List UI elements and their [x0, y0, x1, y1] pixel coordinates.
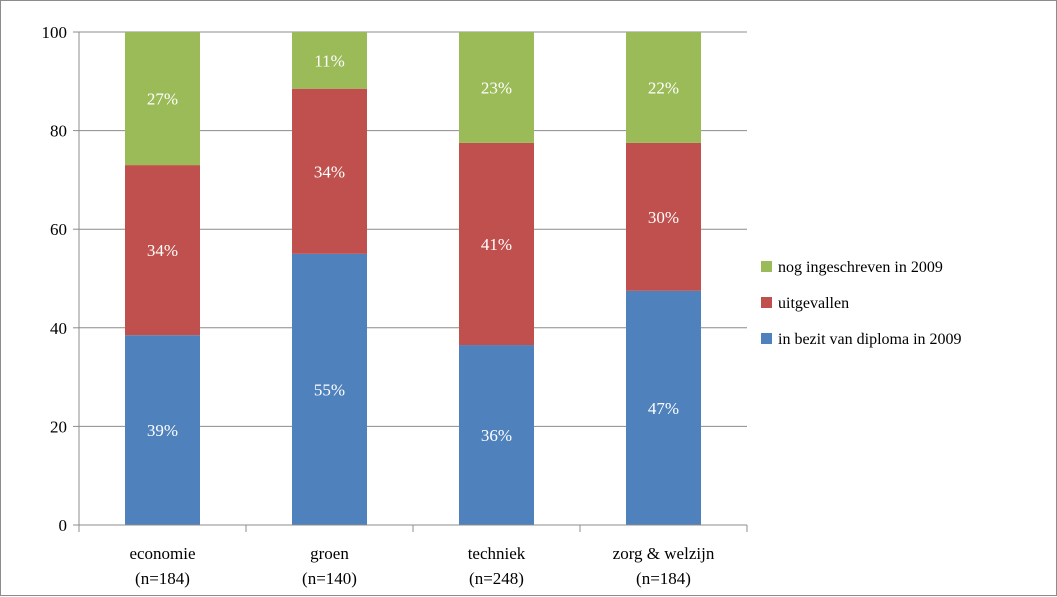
data-label: 11%	[314, 51, 345, 70]
data-label: 22%	[648, 78, 679, 97]
bar-segment	[626, 142, 701, 291]
data-label: 23%	[481, 78, 512, 97]
bar-segment	[292, 253, 367, 525]
data-label: 36%	[481, 426, 512, 445]
data-label: 41%	[481, 235, 512, 254]
x-category-labels: economie (n=184) groen (n=140) techniek (n=24…	[129, 544, 714, 588]
legend-swatch	[761, 333, 772, 344]
bar-segment	[459, 142, 534, 346]
x-category-label: (n=184)	[636, 569, 691, 588]
bar-segment	[125, 335, 200, 525]
bar-segment	[626, 32, 701, 143]
x-category-label: (n=140)	[302, 569, 357, 588]
legend-label: nog ingeschreven in 2009	[778, 259, 943, 276]
x-category-label: groen	[310, 544, 349, 563]
data-label: 27%	[147, 90, 178, 109]
y-tick-label: 100	[42, 23, 68, 42]
legend-label: uitgevallen	[778, 295, 849, 312]
data-label: 34%	[314, 162, 345, 181]
data-label: 34%	[147, 241, 178, 260]
bar-segment	[125, 32, 200, 166]
y-tick-labels: 0 20 40 60 80 100	[42, 23, 68, 535]
y-tick-label: 60	[50, 220, 67, 239]
data-label: 47%	[648, 399, 679, 418]
legend-swatch	[761, 261, 772, 272]
bar-segment	[125, 165, 200, 336]
y-tick-label: 0	[59, 516, 68, 535]
data-label: 55%	[314, 380, 345, 399]
x-category-label: (n=184)	[135, 569, 190, 588]
bar-segment	[626, 290, 701, 525]
x-category-label: economie	[129, 544, 195, 563]
bar-segment	[292, 88, 367, 254]
x-category-label: zorg & welzijn	[613, 544, 715, 563]
bars: 39% 34% 27% 55% 34% 11% 36% 41% 23% 47% 30% 22%	[125, 32, 701, 525]
y-tick-label: 20	[50, 417, 67, 436]
legend: nog ingeschreven in 2009 uitgevallen in be…	[761, 259, 962, 348]
data-label: 30%	[648, 208, 679, 227]
bar-segment	[459, 345, 534, 525]
y-tick-label: 80	[50, 122, 67, 141]
bar-segment	[292, 32, 367, 89]
x-category-label: (n=248)	[469, 569, 524, 588]
legend-swatch	[761, 297, 772, 308]
data-label: 39%	[147, 421, 178, 440]
bar-segment	[459, 32, 534, 143]
y-tick-label: 40	[50, 319, 67, 338]
x-category-label: techniek	[468, 544, 526, 563]
axes	[73, 31, 748, 532]
legend-label: in bezit van diploma in 2009	[778, 331, 962, 348]
